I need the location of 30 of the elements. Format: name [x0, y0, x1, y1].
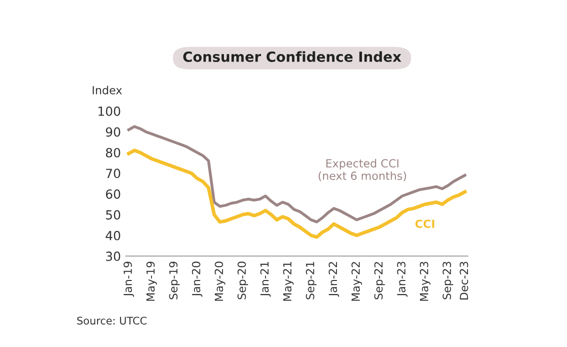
series-label: Expected CCI (next 6 months) [318, 158, 406, 182]
x-tick-label: May-23 [420, 262, 430, 301]
x-tick-label: Sep-21 [306, 262, 316, 300]
chart-title: Consumer Confidence Index [183, 51, 402, 62]
x-tick-label: Sep-22 [374, 262, 385, 300]
x-tick-label: Jan-19 [124, 262, 134, 297]
x-tick-label: Jan-22 [328, 262, 340, 297]
y-tick-label: 30 [106, 252, 120, 262]
y-tick-label: 100 [98, 106, 120, 116]
x-tick-label: Sep-19 [169, 262, 180, 300]
y-tick-label: 90 [106, 127, 120, 137]
x-tick-label: May-20 [214, 262, 226, 301]
x-tick-label: Sep-23 [442, 262, 454, 300]
y-tick-label: 80 [106, 148, 120, 158]
y-tick-label: 40 [106, 230, 120, 240]
x-tick-label: Jan-20 [192, 262, 202, 297]
x-tick-label: May-22 [351, 262, 362, 301]
x-tick-label: Jan-23 [397, 262, 408, 297]
y-tick-label: 50 [106, 210, 120, 220]
x-tick-label: Sep-20 [238, 262, 248, 300]
y-tick-label: 70 [106, 168, 120, 178]
series-label: CCI [415, 220, 434, 228]
x-tick-label: Jan-21 [260, 262, 271, 297]
x-tick-label: May-19 [146, 262, 157, 301]
y-axis-title: Index [92, 86, 122, 94]
line-series [126, 148, 467, 239]
source-note: Source: UTCC [77, 316, 146, 325]
y-tick-label: 60 [106, 189, 120, 199]
x-tick-label: Dec-23 [460, 262, 468, 300]
x-tick-label: May-21 [283, 262, 294, 301]
